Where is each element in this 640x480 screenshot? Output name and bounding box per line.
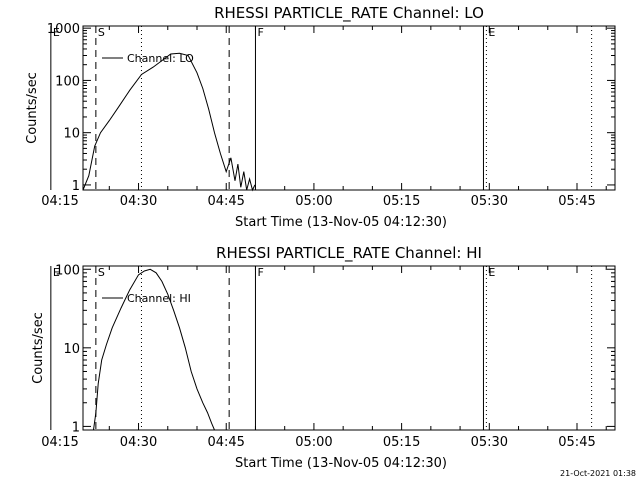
chart-title: RHESSI PARTICLE_RATE Channel: LO [214, 4, 484, 23]
legend-label: Channel: HI [127, 292, 191, 305]
plot-frame [82, 25, 616, 191]
plot-frame [82, 265, 616, 431]
x-tick-label: 05:15 [383, 435, 420, 450]
y-tick-label: 1 [72, 179, 80, 194]
x-axis-label: Start Time (13-Nov-05 04:12:30) [235, 215, 447, 230]
x-tick-label: 04:45 [207, 435, 244, 450]
x-tick-label: 05:00 [295, 435, 332, 450]
x-tick-label: 05:45 [558, 435, 595, 450]
event-marker-label: F [257, 266, 263, 279]
footer-timestamp: 21-Oct-2021 01:38 [560, 469, 636, 478]
y-tick-label: 1 [72, 420, 80, 435]
hi-channel-panel: RHESSI PARTICLE_RATE Channel: HI 04:15 04:… [31, 244, 616, 471]
event-marker-label: E [488, 26, 495, 39]
y-tick-label: 10 [63, 127, 80, 142]
x-tick-label: 04:30 [120, 435, 157, 450]
x-axis-label: Start Time (13-Nov-05 04:12:30) [235, 456, 447, 471]
y-tick-label: 100 [55, 263, 80, 278]
x-tick-label: 04:15 [41, 435, 78, 450]
x-tick-label: 04:45 [207, 194, 244, 209]
event-marker-label: F [257, 26, 263, 39]
event-marker-label: E [488, 266, 495, 279]
x-tick-label: 05:30 [471, 435, 508, 450]
x-tick-label: 05:45 [558, 194, 595, 209]
x-tick-label: 05:15 [383, 194, 420, 209]
x-tick-label: 04:30 [120, 194, 157, 209]
x-tick-label: 05:30 [471, 194, 508, 209]
event-marker-label: E [53, 266, 60, 279]
y-tick-label: 10 [63, 342, 80, 357]
y-tick-label: 1000 [47, 22, 80, 37]
x-tick-label: 04:15 [41, 194, 78, 209]
legend-label: Channel: LO [127, 52, 194, 65]
y-tick-label: 100 [55, 74, 80, 89]
series-line [93, 268, 215, 431]
chart-title: RHESSI PARTICLE_RATE Channel: HI [216, 244, 482, 263]
y-axis-label: Counts/sec [25, 72, 40, 144]
event-marker-label: S [98, 266, 105, 279]
event-marker-label: E [53, 26, 60, 39]
y-axis-label: Counts/sec [31, 312, 46, 384]
event-marker-label: S [98, 26, 105, 39]
lo-channel-panel: RHESSI PARTICLE_RATE Channel: LO 04:15 04:… [25, 4, 616, 230]
x-tick-label: 05:00 [295, 194, 332, 209]
series-line [82, 52, 256, 192]
